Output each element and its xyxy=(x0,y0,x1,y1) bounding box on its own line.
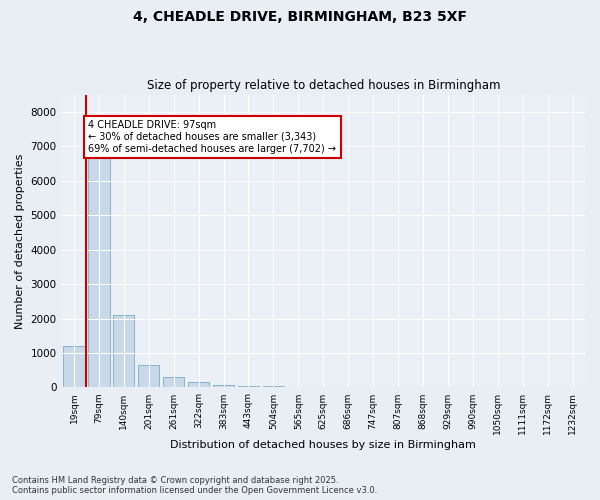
Text: 4, CHEADLE DRIVE, BIRMINGHAM, B23 5XF: 4, CHEADLE DRIVE, BIRMINGHAM, B23 5XF xyxy=(133,10,467,24)
Bar xyxy=(163,377,184,388)
Bar xyxy=(88,156,110,388)
X-axis label: Distribution of detached houses by size in Birmingham: Distribution of detached houses by size … xyxy=(170,440,476,450)
Y-axis label: Number of detached properties: Number of detached properties xyxy=(15,154,25,328)
Bar xyxy=(263,386,284,388)
Text: 4 CHEADLE DRIVE: 97sqm
← 30% of detached houses are smaller (3,343)
69% of semi-: 4 CHEADLE DRIVE: 97sqm ← 30% of detached… xyxy=(88,120,337,154)
Bar xyxy=(213,384,234,388)
Bar xyxy=(238,386,259,388)
Bar xyxy=(188,382,209,388)
Bar xyxy=(138,365,160,388)
Bar xyxy=(113,315,134,388)
Title: Size of property relative to detached houses in Birmingham: Size of property relative to detached ho… xyxy=(146,79,500,92)
Text: Contains HM Land Registry data © Crown copyright and database right 2025.
Contai: Contains HM Land Registry data © Crown c… xyxy=(12,476,377,495)
Bar xyxy=(64,346,85,388)
